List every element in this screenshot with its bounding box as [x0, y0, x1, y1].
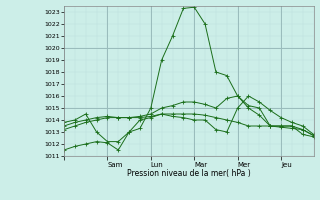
X-axis label: Pression niveau de la mer( hPa ): Pression niveau de la mer( hPa ) [127, 169, 251, 178]
